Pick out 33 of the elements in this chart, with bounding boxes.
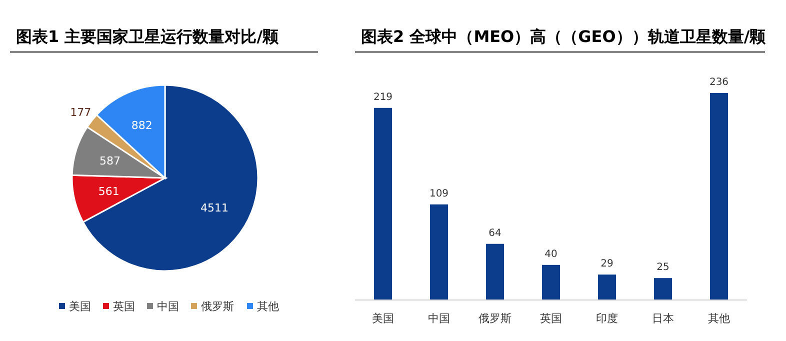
legend-label: 美国	[69, 300, 91, 313]
data-label: 882	[131, 119, 152, 132]
data-label: 25	[656, 262, 670, 274]
x-tick-label: 英国	[540, 312, 562, 325]
legend-label: 英国	[113, 300, 135, 313]
bar	[654, 278, 672, 300]
legend-label: 中国	[157, 300, 179, 313]
data-label: 177	[70, 106, 92, 120]
x-tick-label: 日本	[652, 312, 674, 325]
data-label: 64	[488, 228, 502, 239]
chart-title: 图表2 全球中（MEO）高（（GEO））轨道卫星数量/颗	[361, 27, 767, 46]
data-label: 4511	[200, 202, 228, 215]
legend-label: 其他	[257, 300, 279, 313]
data-label: 587	[100, 154, 121, 168]
data-label: 29	[600, 258, 614, 270]
bar	[598, 274, 616, 300]
data-label: 109	[429, 188, 449, 200]
legend-label: 俄罗斯	[201, 300, 234, 313]
data-label: 40	[544, 248, 558, 260]
bar	[430, 204, 448, 300]
x-tick-label: 其他	[708, 312, 730, 325]
x-tick-label: 印度	[596, 312, 618, 325]
x-tick-label: 中国	[428, 312, 450, 325]
data-label: 236	[709, 77, 729, 88]
bar	[374, 108, 392, 300]
bar	[542, 264, 560, 300]
x-tick-label: 俄罗斯	[478, 312, 512, 325]
data-label: 219	[373, 92, 393, 103]
bar	[486, 244, 504, 300]
chart-title: 图表1 主要国家卫星运行数量对比/颗	[16, 27, 280, 46]
bar	[710, 93, 728, 300]
data-label: 561	[98, 185, 120, 198]
x-tick-label: 美国	[372, 312, 394, 325]
